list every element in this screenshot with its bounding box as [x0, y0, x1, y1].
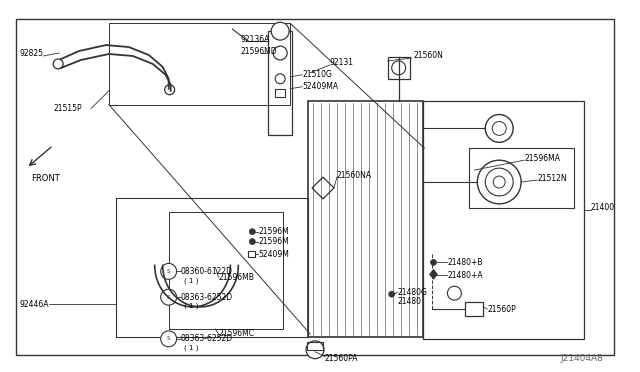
- Text: 21596M: 21596M: [259, 237, 289, 246]
- Text: S: S: [167, 295, 170, 300]
- Text: 92131: 92131: [330, 58, 354, 67]
- Bar: [469, 148, 574, 208]
- Bar: [307, 342, 323, 350]
- Circle shape: [250, 238, 255, 244]
- Text: 92825: 92825: [19, 48, 44, 58]
- Bar: [465, 302, 483, 316]
- Text: 21400: 21400: [591, 203, 615, 212]
- Circle shape: [392, 61, 406, 75]
- Circle shape: [477, 160, 521, 204]
- Text: 21510G: 21510G: [302, 70, 332, 79]
- Polygon shape: [429, 269, 438, 279]
- Text: 21596M: 21596M: [259, 227, 289, 236]
- Text: 21596MC: 21596MC: [218, 329, 255, 339]
- Text: 52409M: 52409M: [259, 250, 289, 259]
- Bar: [308, 101, 422, 337]
- Text: 21480G: 21480G: [397, 288, 428, 297]
- Polygon shape: [312, 177, 334, 199]
- Text: ( 1 ): ( 1 ): [184, 344, 198, 351]
- Bar: [248, 250, 255, 257]
- Text: 21512N: 21512N: [537, 174, 566, 183]
- Text: ( 1 ): ( 1 ): [184, 303, 198, 310]
- Circle shape: [250, 229, 255, 235]
- Bar: [268, 31, 292, 135]
- Circle shape: [161, 263, 177, 279]
- Text: ( 1 ): ( 1 ): [184, 277, 198, 283]
- Circle shape: [485, 115, 513, 142]
- Text: 21596MD: 21596MD: [241, 46, 277, 55]
- Text: FRONT: FRONT: [31, 174, 60, 183]
- Text: 21596MB: 21596MB: [218, 273, 254, 282]
- Circle shape: [161, 331, 177, 347]
- Text: S: S: [167, 336, 170, 341]
- Text: 92136A: 92136A: [241, 35, 269, 44]
- Bar: [388, 57, 410, 79]
- Text: 21480+A: 21480+A: [447, 271, 483, 280]
- Circle shape: [493, 176, 505, 188]
- Bar: [109, 23, 290, 105]
- Bar: [169, 212, 283, 329]
- Text: 08363-6252D: 08363-6252D: [180, 334, 233, 343]
- Circle shape: [275, 74, 285, 84]
- Circle shape: [164, 85, 175, 95]
- Text: 21515P: 21515P: [53, 104, 82, 113]
- Circle shape: [431, 259, 436, 265]
- Text: 52409MA: 52409MA: [302, 82, 338, 91]
- Circle shape: [447, 286, 461, 300]
- Text: 08363-6252D: 08363-6252D: [180, 293, 233, 302]
- Text: 21480: 21480: [397, 296, 422, 306]
- Text: S: S: [167, 269, 170, 274]
- Circle shape: [388, 291, 395, 297]
- Bar: [116, 198, 308, 337]
- Text: 08360-6122D: 08360-6122D: [180, 267, 232, 276]
- Circle shape: [306, 341, 324, 359]
- Circle shape: [273, 46, 287, 60]
- Text: 21480+B: 21480+B: [447, 258, 483, 267]
- Circle shape: [485, 168, 513, 196]
- Bar: [422, 101, 584, 339]
- Bar: [275, 89, 285, 97]
- Text: 21560N: 21560N: [413, 51, 444, 61]
- Text: 21596MA: 21596MA: [524, 154, 560, 163]
- Text: 92446A: 92446A: [19, 299, 49, 309]
- Circle shape: [271, 22, 289, 40]
- Text: 21560NA: 21560NA: [337, 171, 372, 180]
- Circle shape: [161, 289, 177, 305]
- Text: 21560P: 21560P: [487, 305, 516, 314]
- Circle shape: [492, 122, 506, 135]
- Circle shape: [53, 59, 63, 69]
- Text: J21404A8: J21404A8: [561, 354, 604, 363]
- Text: 21560PA: 21560PA: [325, 354, 358, 363]
